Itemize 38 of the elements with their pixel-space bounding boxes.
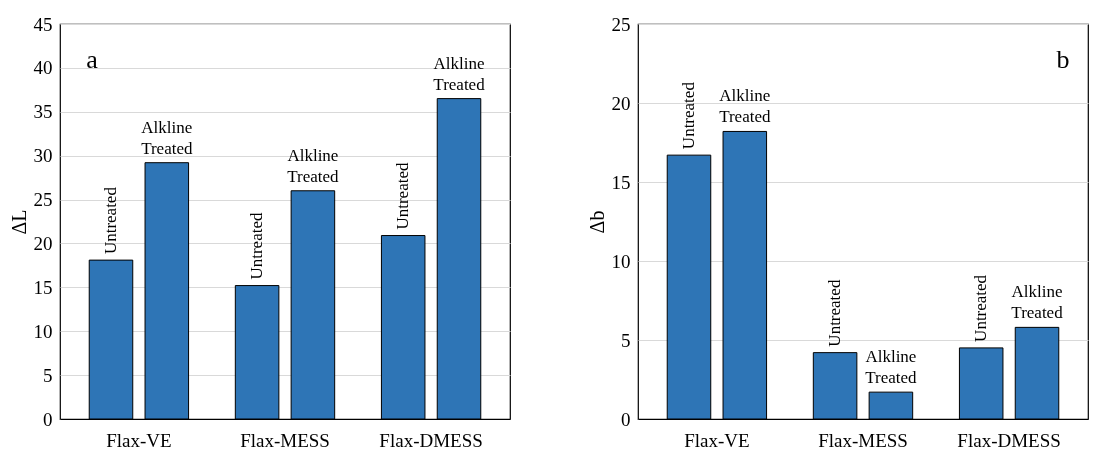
text: Alkline Treated bbox=[1011, 282, 1063, 323]
text: Alkline Treated bbox=[433, 53, 485, 94]
text: Untreated bbox=[247, 212, 267, 280]
y-axis-title: Δb bbox=[585, 210, 608, 234]
y-tick-label: 15 bbox=[33, 276, 53, 298]
annotation: a bbox=[86, 45, 99, 74]
y-tick-label: 20 bbox=[33, 232, 53, 254]
text: Alkline Treated bbox=[719, 86, 771, 127]
x-tick-label: Flax-MESS bbox=[818, 429, 908, 451]
y-tick-label: 30 bbox=[33, 145, 53, 167]
x-tick-label: Flax-VE bbox=[106, 429, 172, 451]
text: Untreated bbox=[393, 162, 413, 230]
text: Untreated bbox=[825, 279, 845, 347]
y-tick-label: 15 bbox=[611, 171, 631, 193]
text: Untreated bbox=[971, 274, 991, 342]
series-label: Alkline Treated bbox=[287, 145, 340, 186]
y-tick-label: 5 bbox=[43, 364, 53, 386]
x-tick-label: Flax-DMESS bbox=[957, 429, 1061, 451]
y-axis-title: ΔL bbox=[7, 209, 30, 235]
annotation: b bbox=[1056, 45, 1070, 74]
text: Untreated bbox=[100, 186, 120, 255]
x-tick-label: Flax-DMESS bbox=[379, 429, 483, 451]
x-tick-label: Flax-VE bbox=[684, 429, 750, 451]
y-tick-label: 45 bbox=[33, 13, 53, 35]
y-tick-label: 25 bbox=[611, 13, 631, 35]
y-tick-label: 25 bbox=[33, 189, 53, 211]
y-tick-label: 40 bbox=[33, 57, 53, 79]
y-tick-label: 20 bbox=[611, 92, 631, 114]
y-tick-label: 10 bbox=[33, 320, 53, 342]
text: Untreated bbox=[678, 81, 698, 150]
series-label: Alkline Treated bbox=[865, 347, 918, 388]
y-tick-label: 0 bbox=[43, 408, 53, 430]
y-tick-label: 10 bbox=[611, 250, 631, 272]
x-tick-label: Flax-MESS bbox=[240, 429, 330, 451]
y-tick-label: 35 bbox=[33, 101, 53, 123]
y-tick-label: 5 bbox=[621, 329, 631, 351]
text: Alkline Treated bbox=[141, 117, 193, 158]
y-tick-label: 0 bbox=[621, 408, 631, 430]
